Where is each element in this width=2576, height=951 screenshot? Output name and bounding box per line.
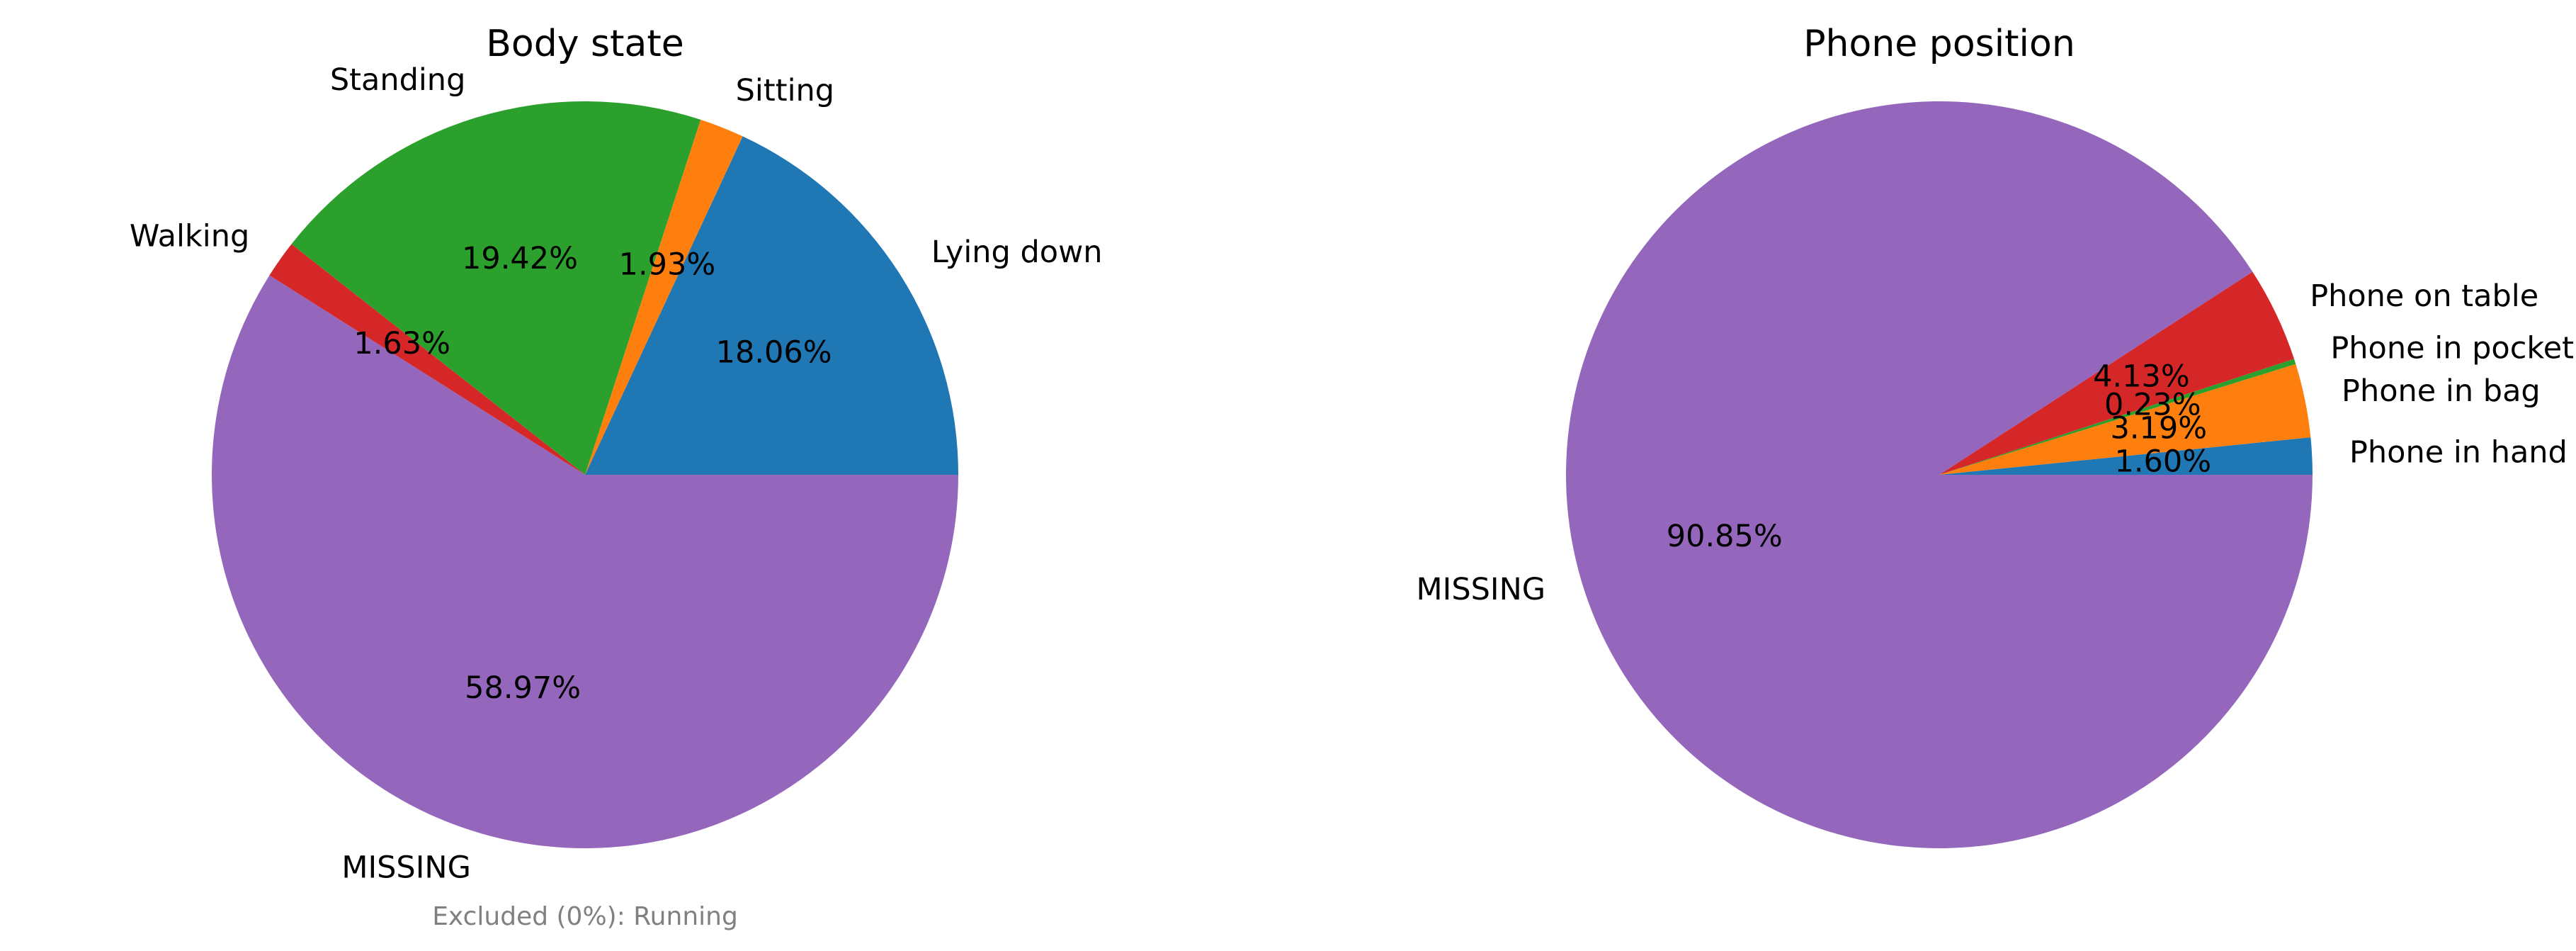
pie-slice-phone-on-table [1939, 271, 2295, 475]
body-state-pie: Body state Lying down 18.06% Sitting 1.93% St… [130, 23, 1103, 931]
slice-percent-lying-down: 18.06% [716, 335, 832, 371]
pie-slice-lying-down [585, 136, 958, 476]
slice-label-sitting: Sitting [736, 73, 834, 108]
slice-percent-phone-in-pocket: 0.23% [2104, 388, 2201, 423]
pie-slice-missing [211, 275, 958, 849]
pie-slice-phone-in-bag [1939, 364, 2311, 475]
pie-slice-missing [1566, 101, 2313, 849]
excluded-note: Excluded (0%): Running [432, 902, 738, 931]
slice-label-phone-in-bag: Phone in bag [2342, 373, 2541, 409]
slice-percent-sitting: 1.93% [619, 247, 716, 282]
slice-label-standing: Standing [330, 62, 466, 98]
slice-label-phone-in-pocket: Phone in pocket [2330, 331, 2574, 366]
pie-slice-standing [291, 101, 701, 475]
pie-slice-phone-in-hand [1939, 437, 2313, 475]
pie-slice-phone-in-pocket [1939, 359, 2296, 475]
slice-label-phone-on-table: Phone on table [2310, 278, 2538, 314]
slice-percent-walking: 1.63% [353, 326, 450, 361]
slice-percent-phone-on-table: 4.13% [2093, 359, 2190, 394]
slice-percent-phone-in-hand: 1.60% [2114, 444, 2211, 480]
phone-position-pie: Phone position Phone in hand 1.60% Phone in… [1417, 23, 2574, 849]
pie-slice-sitting [585, 119, 743, 475]
slice-label-missing: MISSING [341, 850, 471, 885]
slice-label-phone-in-hand: Phone in hand [2349, 434, 2568, 470]
slice-label-walking: Walking [130, 218, 249, 254]
pie-slice-walking [269, 244, 585, 475]
slice-percent-missing: 90.85% [1667, 519, 1783, 554]
slice-label-lying-down: Lying down [931, 235, 1103, 270]
slice-percent-missing: 58.97% [465, 670, 581, 706]
slice-percent-phone-in-bag: 3.19% [2111, 410, 2208, 446]
slice-percent-standing: 19.42% [462, 241, 578, 276]
chart-title: Phone position [1803, 23, 2075, 65]
chart-title: Body state [486, 23, 684, 65]
slice-label-missing: MISSING [1417, 572, 1546, 607]
